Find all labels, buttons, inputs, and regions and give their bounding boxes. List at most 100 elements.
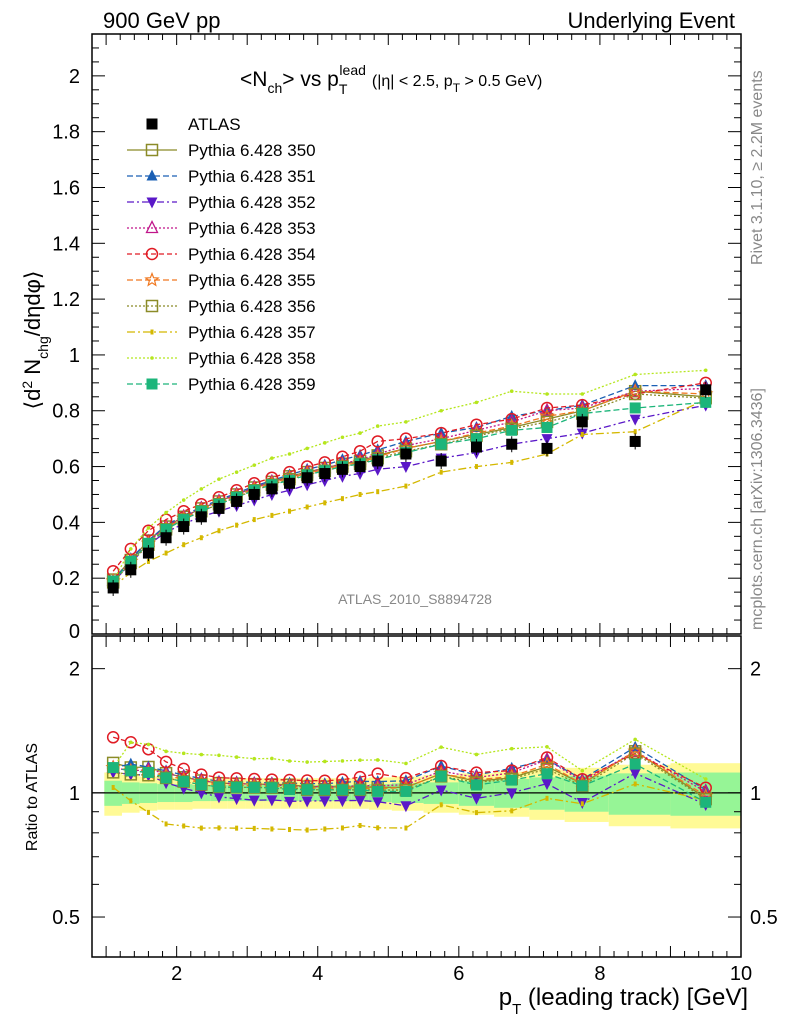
series-358-point [252,463,257,467]
series-357-ratio-point [129,798,133,804]
series-358-point [234,470,239,474]
series-353-point [628,383,642,397]
legend-entry-358: Pythia 6.428 358 [127,349,316,368]
ratio-y-tick-label: 0.5 [52,907,80,929]
ratio-series-layer [105,731,714,833]
atlas-point [301,472,313,484]
series-359-point [700,396,712,408]
series-352-line [112,404,706,583]
series-353-main [106,380,713,587]
series-357-point [376,489,380,495]
series-358-ratio-point [322,759,327,764]
series-357-point [439,469,443,475]
header-left-title: 900 GeV pp [103,8,220,33]
series-352-ratio-point [400,801,412,813]
series-354-point [371,435,384,448]
series-357-point [580,431,584,437]
y-tick-label: 1.4 [52,233,80,255]
series-353-point [540,402,554,416]
series-359-point [470,433,482,445]
series-359-ratio-point [231,781,243,793]
legend-entry-354: Pythia 6.428 354 [127,245,316,264]
series-358-point [703,368,708,373]
series-358-ratio-point [509,746,514,751]
series-350-line [112,390,706,581]
atlas-point [541,442,553,454]
series-353-ratio-point [699,783,713,797]
series-358-point [375,424,380,428]
series-357-point [252,517,256,523]
ratio-y-tick-label-right: 0.5 [750,907,778,929]
series-359-ratio-point [400,785,412,797]
series-358-ratio-point [146,742,151,747]
series-352-ratio-point [435,785,447,797]
ratio-y-tick-label-right: 1 [750,783,761,805]
atlas-point [700,384,712,396]
atlas-point [354,461,366,473]
legend-entry-356: Pythia 6.428 356 [127,297,316,316]
y-tick-label: 1.2 [52,289,80,311]
series-359-ratio-point [213,781,225,793]
series-357-line [112,399,706,588]
series-352-ratio-point [629,768,641,780]
series-358-ratio-point [217,753,221,758]
x-tick-label: 8 [594,963,605,985]
series-359-ratio-point [195,779,207,791]
series-350-main [106,384,712,586]
series-357-ratio-point [545,795,549,801]
legend-entry-354-label: Pythia 6.428 354 [188,245,316,264]
series-358-ratio-point [580,768,585,773]
y-tick-label: 1 [69,345,80,367]
series-357-ratio-point [376,825,380,831]
series-358-ratio-point [252,756,257,761]
legend-entry-351-label: Pythia 6.428 351 [188,167,316,186]
series-357-ratio-point [235,825,239,831]
series-357-ratio-point [633,781,637,787]
series-357-point [358,491,362,497]
series-359-main [107,396,712,587]
legend-entry-351-marker [146,169,158,181]
legend-marker-atlas [146,118,158,130]
legend-entry-350-marker [145,143,159,157]
series-357-ratio-point [323,826,327,832]
series-352-ratio-point [195,788,207,800]
series-357-point [199,535,203,541]
y-tick-label: 0.4 [52,512,80,534]
series-358-ratio-point [340,759,345,763]
series-352-point [372,464,384,476]
band-inner-bin [608,773,671,815]
series-352-ratio-point [506,788,518,800]
legend-entry-350: Pythia 6.428 350 [127,141,316,160]
ratio-axis-label: Ratio to ATLAS [24,743,41,851]
legend-entry-351: Pythia 6.428 351 [127,167,316,186]
series-355-point [539,408,555,423]
series-357-ratio-point [358,823,362,829]
y-tick-label: 0 [69,621,80,643]
legend-entry-357-marker [150,329,154,335]
series-352-ratio-line [113,771,706,807]
series-352-ratio-point [354,795,366,807]
series-354-ratio-point [371,767,384,780]
series-358-point [580,392,585,396]
series-358-point [287,452,292,456]
series-358-ratio-point [633,737,637,742]
series-352-ratio-point [213,792,225,804]
x-tick-label: 4 [312,963,323,985]
atlas-point [160,532,172,544]
legend-entry-353-marker [145,220,159,234]
series-356-point [628,387,642,401]
atlas-point [125,564,137,576]
series-358-point [358,431,362,435]
series-358-ratio-line [112,738,707,780]
series-359-ratio-point [354,784,366,796]
series-358-point [545,392,549,396]
series-357-ratio-point [217,825,221,831]
series-358-ratio-point [181,751,186,756]
series-359-point [435,438,447,450]
series-358-main [111,368,708,583]
legend-entry-359-marker [146,378,158,390]
series-359-ratio-point [372,785,384,797]
series-358-line [112,369,706,582]
series-359-point [629,402,641,414]
atlas-point [178,521,190,533]
